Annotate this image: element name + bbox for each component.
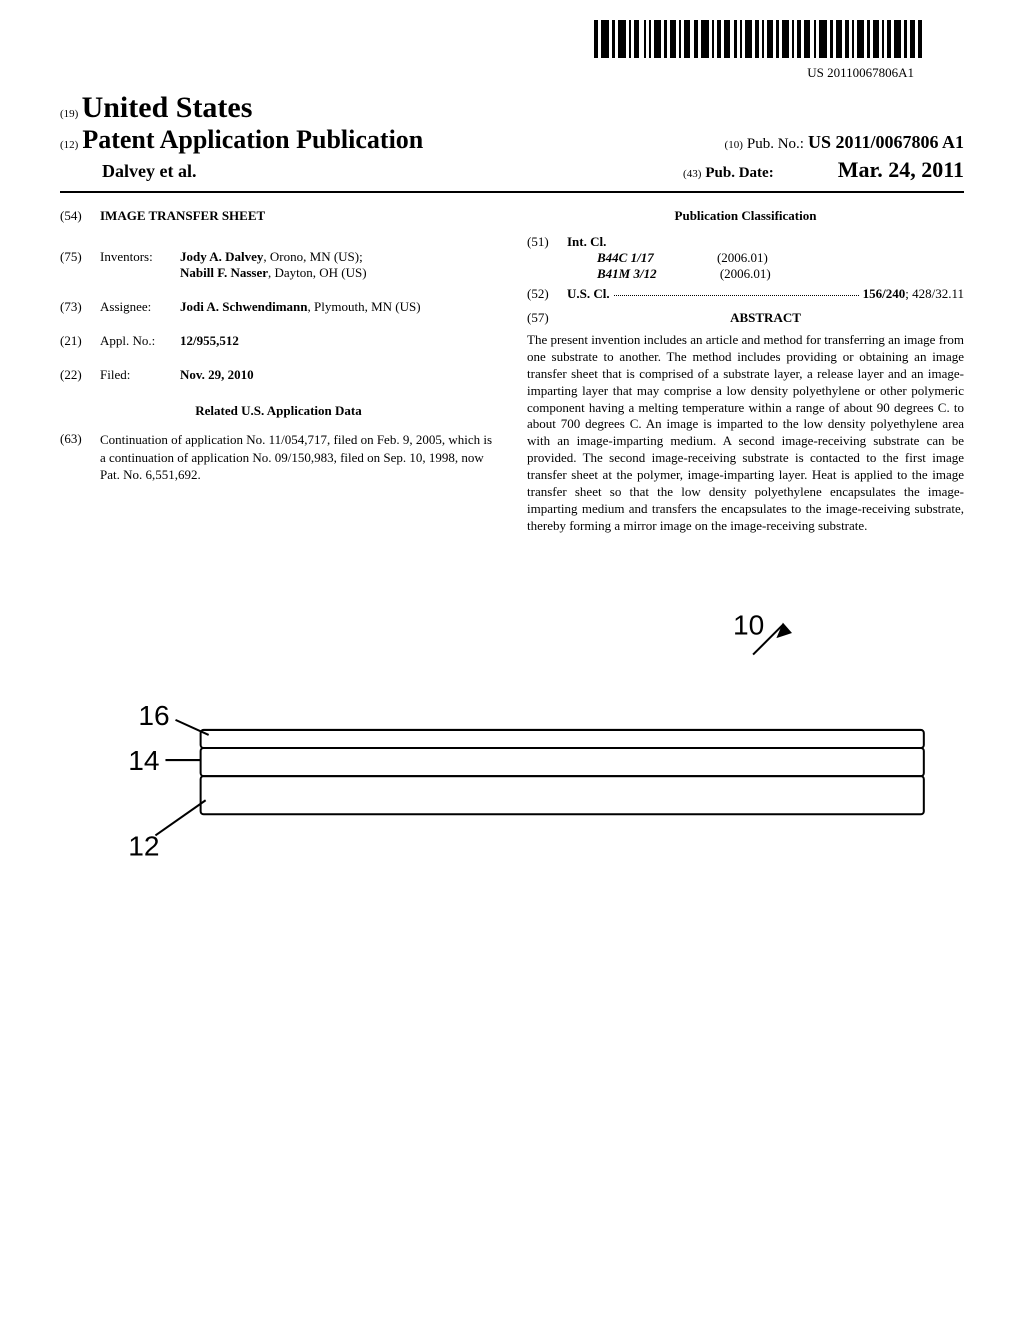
- applno-num: (21): [60, 333, 100, 349]
- abstract-text: The present invention includes an articl…: [527, 332, 964, 535]
- assignee-label: Assignee:: [100, 299, 180, 315]
- abstract-heading: ABSTRACT: [567, 310, 964, 326]
- filed-num: (22): [60, 367, 100, 383]
- country-line: (19) United States: [60, 91, 964, 125]
- left-column: (54) IMAGE TRANSFER SHEET (75) Inventors…: [60, 208, 497, 535]
- uscl-dots: [614, 283, 859, 296]
- uscl-label: U.S. Cl.: [567, 286, 610, 302]
- uscl-codes: 156/240: [863, 286, 906, 302]
- applno-value: 12/955,512: [180, 333, 497, 349]
- inventors-value: Jody A. Dalvey, Orono, MN (US); Nabill F…: [180, 249, 497, 281]
- patent-title: IMAGE TRANSFER SHEET: [100, 208, 265, 224]
- related-heading: Related U.S. Application Data: [60, 403, 497, 419]
- inventor2-loc: , Dayton, OH (US): [268, 265, 367, 280]
- pub-date-label: Pub. Date:: [705, 165, 773, 181]
- assignee-value: Jodi A. Schwendimann, Plymouth, MN (US): [180, 299, 497, 315]
- uscl-row: (52) U.S. Cl. 156/240; 428/32.11: [527, 286, 964, 302]
- right-column: Publication Classification (51) Int. Cl.…: [527, 208, 964, 535]
- author-names: Dalvey et al.: [102, 161, 196, 182]
- pub-type: Patent Application Publication: [82, 125, 423, 154]
- assignee-loc: , Plymouth, MN (US): [308, 299, 421, 314]
- figure-label-12: 12: [128, 830, 159, 861]
- inventor1-loc: , Orono, MN (US);: [263, 249, 362, 264]
- pub-type-prefix: (12): [60, 139, 78, 151]
- abstract-header-row: (57) ABSTRACT: [527, 310, 964, 326]
- pub-date: Mar. 24, 2011: [838, 157, 964, 182]
- assignee-num: (73): [60, 299, 100, 315]
- intcl-row: (51) Int. Cl. B44C 1/17 (2006.01) B41M 3…: [527, 234, 964, 282]
- intcl-content: Int. Cl. B44C 1/17 (2006.01) B41M 3/12 (…: [567, 234, 964, 282]
- title-row: (54) IMAGE TRANSFER SHEET: [60, 208, 497, 224]
- intcl-label: Int. Cl.: [567, 234, 606, 249]
- inventors-num: (75): [60, 249, 100, 281]
- assignee-row: (73) Assignee: Jodi A. Schwendimann, Ply…: [60, 299, 497, 315]
- pub-no-prefix: (10): [725, 139, 743, 151]
- figure-label-10: 10: [733, 609, 764, 640]
- figure-label-14: 14: [128, 745, 159, 776]
- country-prefix: (19): [60, 108, 78, 120]
- pub-no-label: Pub. No.:: [747, 136, 804, 152]
- figure-svg: 10 16 14 12: [60, 595, 964, 895]
- related-row: (63) Continuation of application No. 11/…: [60, 431, 497, 484]
- filed-row: (22) Filed: Nov. 29, 2010: [60, 367, 497, 383]
- classification-heading: Publication Classification: [527, 208, 964, 224]
- intcl2-year: (2006.01): [720, 266, 771, 282]
- content-columns: (54) IMAGE TRANSFER SHEET (75) Inventors…: [60, 208, 964, 535]
- abstract-num: (57): [527, 310, 567, 326]
- intcl1-code: B44C 1/17: [597, 250, 654, 265]
- inventors-label: Inventors:: [100, 249, 180, 281]
- related-text: Continuation of application No. 11/054,7…: [100, 431, 497, 484]
- divider-line: [60, 191, 964, 193]
- barcode-number: US 20110067806A1: [60, 65, 914, 81]
- pub-no: US 2011/0067806 A1: [808, 132, 964, 152]
- inventor2-name: Nabill F. Nasser: [180, 265, 268, 280]
- applno-label: Appl. No.:: [100, 333, 180, 349]
- barcode-section: US 20110067806A1: [60, 20, 964, 81]
- pub-type-line: (12) Patent Application Publication (10)…: [60, 125, 964, 155]
- header-section: (19) United States (12) Patent Applicati…: [60, 91, 964, 183]
- figure-label-16: 16: [138, 700, 169, 731]
- uscl-num: (52): [527, 286, 567, 302]
- filed-value: Nov. 29, 2010: [180, 367, 497, 383]
- intcl1-year: (2006.01): [717, 250, 768, 266]
- filed-label: Filed:: [100, 367, 180, 383]
- title-num: (54): [60, 208, 100, 224]
- intcl-num: (51): [527, 234, 567, 282]
- applno-row: (21) Appl. No.: 12/955,512: [60, 333, 497, 349]
- uscl-codes2: ; 428/32.11: [905, 286, 964, 302]
- related-num: (63): [60, 431, 100, 484]
- barcode-graphic: [594, 20, 924, 63]
- pub-date-prefix: (43): [683, 168, 701, 180]
- figure-section: 10 16 14 12: [60, 595, 964, 895]
- assignee-name: Jodi A. Schwendimann: [180, 299, 308, 314]
- country-name: United States: [82, 91, 253, 124]
- author-date-line: Dalvey et al. (43) Pub. Date: Mar. 24, 2…: [60, 157, 964, 183]
- inventors-row: (75) Inventors: Jody A. Dalvey, Orono, M…: [60, 249, 497, 281]
- intcl2-code: B41M 3/12: [597, 266, 657, 281]
- inventor1-name: Jody A. Dalvey: [180, 249, 263, 264]
